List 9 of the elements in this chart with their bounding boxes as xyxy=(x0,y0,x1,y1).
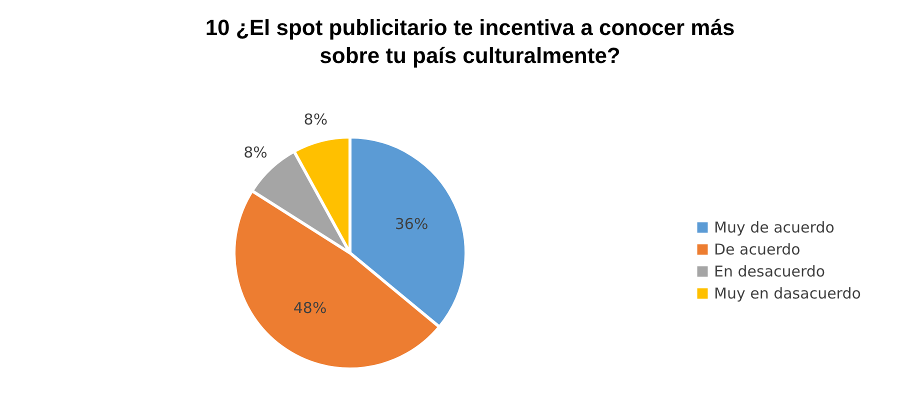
legend-label: Muy en dasacuerdo xyxy=(714,284,861,302)
legend-label: De acuerdo xyxy=(714,240,800,258)
chart-title: 10 ¿El spot publicitario te incentiva a conocer más sobre tu país culturalmente? xyxy=(205,15,735,68)
legend-label: En desacuerdo xyxy=(714,262,826,280)
data-label: 8% xyxy=(304,110,328,128)
data-label: 8% xyxy=(244,143,268,162)
data-label: 48% xyxy=(293,299,327,318)
data-label: 36% xyxy=(394,215,428,234)
legend-label: Muy de acuerdo xyxy=(714,218,834,236)
